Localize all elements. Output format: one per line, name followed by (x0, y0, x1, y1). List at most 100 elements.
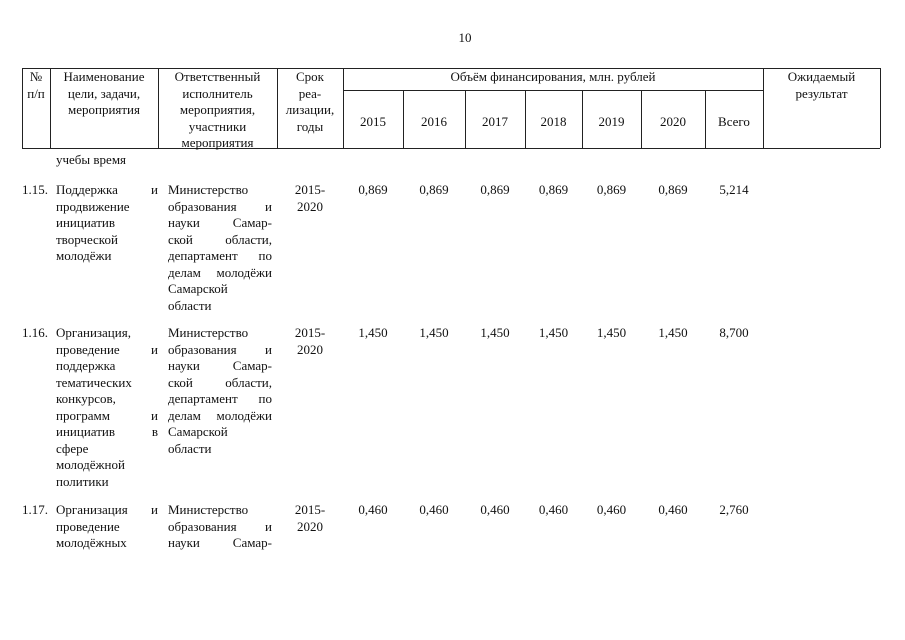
row-responsible-line: ской области, (168, 374, 272, 390)
row-name-line: программ и (56, 407, 158, 423)
header-num: № п/п (22, 69, 50, 102)
row-name-line: конкурсов, (56, 391, 116, 406)
row-name-line: сфере (56, 440, 89, 456)
row-value: 0,869 (480, 182, 510, 197)
row-value: 0,460 (480, 502, 510, 517)
row-value: 0,460 (658, 502, 688, 517)
table-border (525, 90, 526, 148)
row-value: 0,869 (538, 182, 569, 197)
row-term-line: 2015- (294, 325, 326, 340)
row-responsible-line: департамент по (168, 248, 272, 263)
table-border (582, 90, 583, 148)
header-name: Наименование цели, задачи, мероприятия (50, 69, 158, 119)
row-value: 0,869 (596, 182, 627, 197)
row-value: 0,869 (658, 182, 688, 197)
header-num-line: № (29, 69, 43, 84)
row-responsible-line: департамент по (168, 391, 272, 406)
row-name-line: творческой (56, 231, 118, 247)
row-name-line: молодёжи (56, 248, 112, 263)
row-value: 2,760 (719, 502, 749, 517)
header-result: Ожидаемый результат (763, 69, 880, 102)
table-border (343, 68, 344, 148)
header-year: Всего (718, 114, 750, 129)
row-name-line: тематических (56, 374, 132, 390)
row-responsible-line: науки Самар- (168, 358, 272, 373)
row-term-line: 2020 (297, 518, 323, 534)
header-year: 2015 (360, 114, 386, 129)
header-term-line: годы (296, 118, 324, 134)
table-border (641, 90, 642, 148)
table-border (343, 90, 763, 91)
header-responsible-line: исполнитель (182, 85, 253, 101)
row-responsible-line: делам молодёжи (168, 264, 272, 280)
row-name-line: учебы время (56, 152, 127, 167)
row-responsible-line: Министерство (168, 182, 249, 197)
row-name-line: инициатив (56, 215, 115, 230)
row-term-line: 2015- (294, 182, 326, 197)
row-responsible: Министерство образования и науки Самар-ско… (168, 182, 272, 314)
row-responsible-line: Самарской (168, 281, 228, 296)
row-value: 0,460 (538, 502, 569, 517)
row-term: 2015- 2020 (277, 502, 343, 535)
row-value: 1,450 (358, 325, 388, 340)
row-responsible-line: области (168, 297, 212, 313)
row-responsible: Министерство образования и науки Самар-ско… (168, 325, 272, 457)
row-responsible-line: Министерство (168, 502, 249, 517)
header-term-line: Срок (296, 69, 324, 84)
table-border (158, 68, 159, 148)
row-name-line: поддержка (56, 358, 116, 373)
table-border (22, 68, 23, 148)
row-name-line: молодёжных (56, 535, 127, 550)
row-value: 8,700 (719, 325, 749, 340)
row-responsible-line: образования и (168, 198, 272, 214)
page-number: 10 (458, 30, 472, 45)
row-name-line: проведение (56, 518, 120, 534)
row-responsible-line: делам молодёжи (168, 407, 272, 423)
header-term: Срок реа-лизации, годы (277, 69, 343, 135)
row-term: 2015- 2020 (277, 182, 343, 215)
row-name-line: Организация, (56, 325, 131, 340)
header-name-line: цели, задачи, (67, 85, 141, 101)
header-responsible: Ответственный исполнитель мероприятия, учас… (158, 69, 277, 152)
header-responsible-line: мероприятия (181, 135, 254, 150)
row-responsible-line: области (168, 440, 212, 456)
row-value: 1,450 (658, 325, 688, 340)
row-term: 2015- 2020 (277, 325, 343, 358)
table-border (277, 68, 278, 148)
header-year: 2017 (482, 114, 508, 129)
table-border (465, 90, 466, 148)
header-responsible-line: мероприятия, (179, 102, 256, 117)
row-name: учебы время (56, 152, 158, 169)
header-year: 2020 (660, 114, 686, 129)
row-responsible: Министерство образования и науки Самар- (168, 502, 272, 552)
table-border (22, 68, 880, 69)
row-num: 1.15. (22, 182, 48, 197)
table-border (50, 68, 51, 148)
row-responsible-line: Самарской (168, 424, 228, 439)
row-name-line: продвижение (56, 198, 130, 214)
row-num: 1.17. (22, 502, 48, 517)
row-name-line: инициатив в (56, 424, 158, 439)
header-responsible-line: Ответственный (174, 69, 261, 84)
row-value: 0,460 (358, 502, 388, 517)
row-name-line: Организация и (56, 502, 158, 517)
table-border (22, 148, 880, 149)
row-value: 1,450 (480, 325, 510, 340)
header-year: 2019 (598, 114, 625, 129)
header-result-line: Ожидаемый (787, 69, 856, 84)
header-year: 2018 (540, 114, 567, 129)
table-border (880, 68, 881, 148)
row-value: 0,460 (596, 502, 627, 517)
row-responsible-line: образования и (168, 518, 272, 534)
table-border (763, 68, 764, 148)
row-value: 1,450 (419, 325, 449, 340)
row-num: 1.16. (22, 325, 48, 340)
row-responsible-line: Министерство (168, 325, 249, 340)
row-value: 5,214 (719, 182, 749, 197)
row-term-line: 2020 (297, 341, 323, 357)
row-value: 0,869 (419, 182, 449, 197)
row-name-line: политики (56, 473, 109, 489)
row-value: 1,450 (538, 325, 569, 340)
row-name-line: Поддержка и (56, 182, 158, 197)
